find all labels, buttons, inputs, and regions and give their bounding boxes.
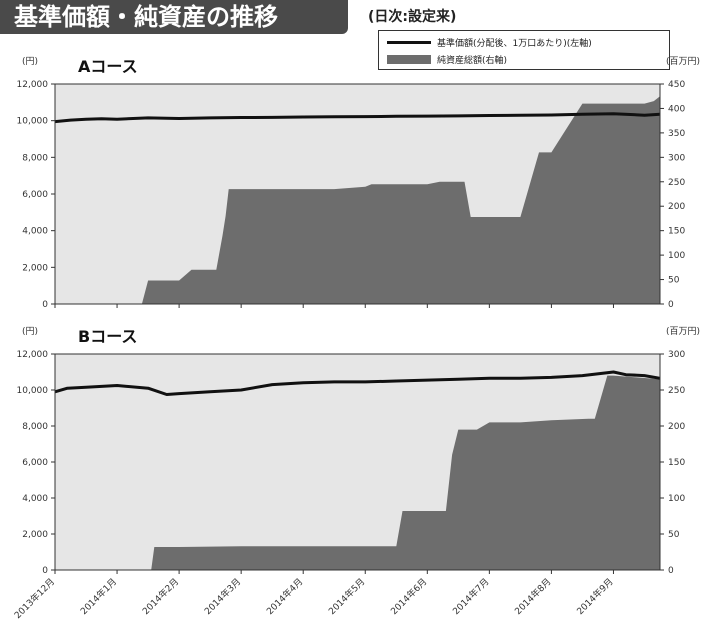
panel-title: Aコース: [78, 57, 138, 76]
left-tick-label: 0: [42, 566, 48, 576]
right-tick-label: 150: [668, 458, 685, 468]
right-tick-label: 0: [668, 566, 674, 576]
chart-panel-2: Bコース (円) (百万円) 12,000 10,000 8,000 6,000 4,000 2…: [17, 326, 701, 576]
left-axis-unit: (円): [22, 326, 38, 337]
x-axis-labels: 2013年12月 2014年1月 2014年2月 2014年3月 2014年4月 2014…: [12, 576, 616, 622]
left-tick-label: 4,000: [22, 227, 48, 237]
right-axis-unit: (百万円): [666, 326, 700, 337]
series-area-assets: [55, 96, 660, 304]
right-tick-label: 350: [668, 129, 685, 139]
right-tick-label: 450: [668, 80, 685, 90]
legend-assets-label: 純資産総額(右軸): [437, 56, 508, 66]
right-tick-label: 0: [668, 300, 674, 310]
right-tick-label: 50: [668, 530, 680, 540]
right-tick-label: 50: [668, 276, 680, 286]
x-tick-label: 2014年4月: [264, 576, 305, 617]
right-tick-label: 200: [668, 422, 685, 432]
left-tick-label: 8,000: [22, 422, 48, 432]
left-tick-label: 10,000: [17, 386, 49, 396]
left-axis-unit: (円): [22, 56, 38, 67]
chart-title: 基準価額・純資産の推移: [0, 0, 348, 34]
chart-subtitle: (日次:設定来): [368, 9, 457, 25]
series-area-assets: [55, 375, 660, 570]
right-tick-label: 150: [668, 227, 685, 237]
right-tick-label: 200: [668, 202, 685, 212]
right-axis-unit: (百万円): [666, 56, 700, 67]
panel-title: Bコース: [78, 327, 137, 346]
legend-item-nav: 基準価額(分配後、1万口あたり)(左軸): [387, 36, 592, 49]
legend: 基準価額(分配後、1万口あたり)(左軸) 純資産総額(右軸): [378, 30, 670, 70]
left-tick-label: 2,000: [22, 530, 48, 540]
series-line-nav: [54, 112, 661, 124]
right-tick-label: 250: [668, 386, 685, 396]
left-tick-label: 12,000: [17, 350, 49, 360]
chart-panel-1: Aコース (円) (百万円) 12,000 10,000 8,000 6,000 4,000 2…: [17, 56, 701, 310]
x-tick-label: 2014年8月: [512, 576, 553, 617]
left-tick-label: 2,000: [22, 263, 48, 273]
legend-line-swatch: [387, 41, 431, 44]
left-tick-label: 0: [42, 300, 48, 310]
x-tick-label: 2013年12月: [12, 576, 58, 622]
series-line-nav: [54, 370, 661, 396]
right-tick-label: 250: [668, 178, 685, 188]
left-tick-label: 6,000: [22, 190, 48, 200]
x-tick-label: 2014年6月: [388, 576, 429, 617]
right-tick-label: 300: [668, 350, 685, 360]
x-tick-label: 2014年2月: [140, 576, 181, 617]
right-tick-label: 100: [668, 494, 685, 504]
left-tick-label: 10,000: [17, 117, 49, 127]
x-tick-label: 2014年7月: [450, 576, 491, 617]
right-tick-label: 100: [668, 251, 685, 261]
legend-area-swatch: [387, 55, 431, 64]
legend-nav-label: 基準価額(分配後、1万口あたり)(左軸): [437, 39, 592, 49]
x-tick-label: 2014年5月: [326, 576, 367, 617]
x-tick-label: 2014年3月: [202, 576, 243, 617]
x-tick-label: 2014年1月: [78, 576, 119, 617]
left-tick-label: 6,000: [22, 458, 48, 468]
right-tick-label: 400: [668, 104, 685, 114]
legend-item-assets: 純資産総額(右軸): [387, 53, 507, 66]
left-tick-label: 4,000: [22, 494, 48, 504]
left-tick-label: 8,000: [22, 153, 48, 163]
left-tick-label: 12,000: [17, 80, 49, 90]
x-tick-label: 2014年9月: [574, 576, 615, 617]
right-tick-label: 300: [668, 153, 685, 163]
